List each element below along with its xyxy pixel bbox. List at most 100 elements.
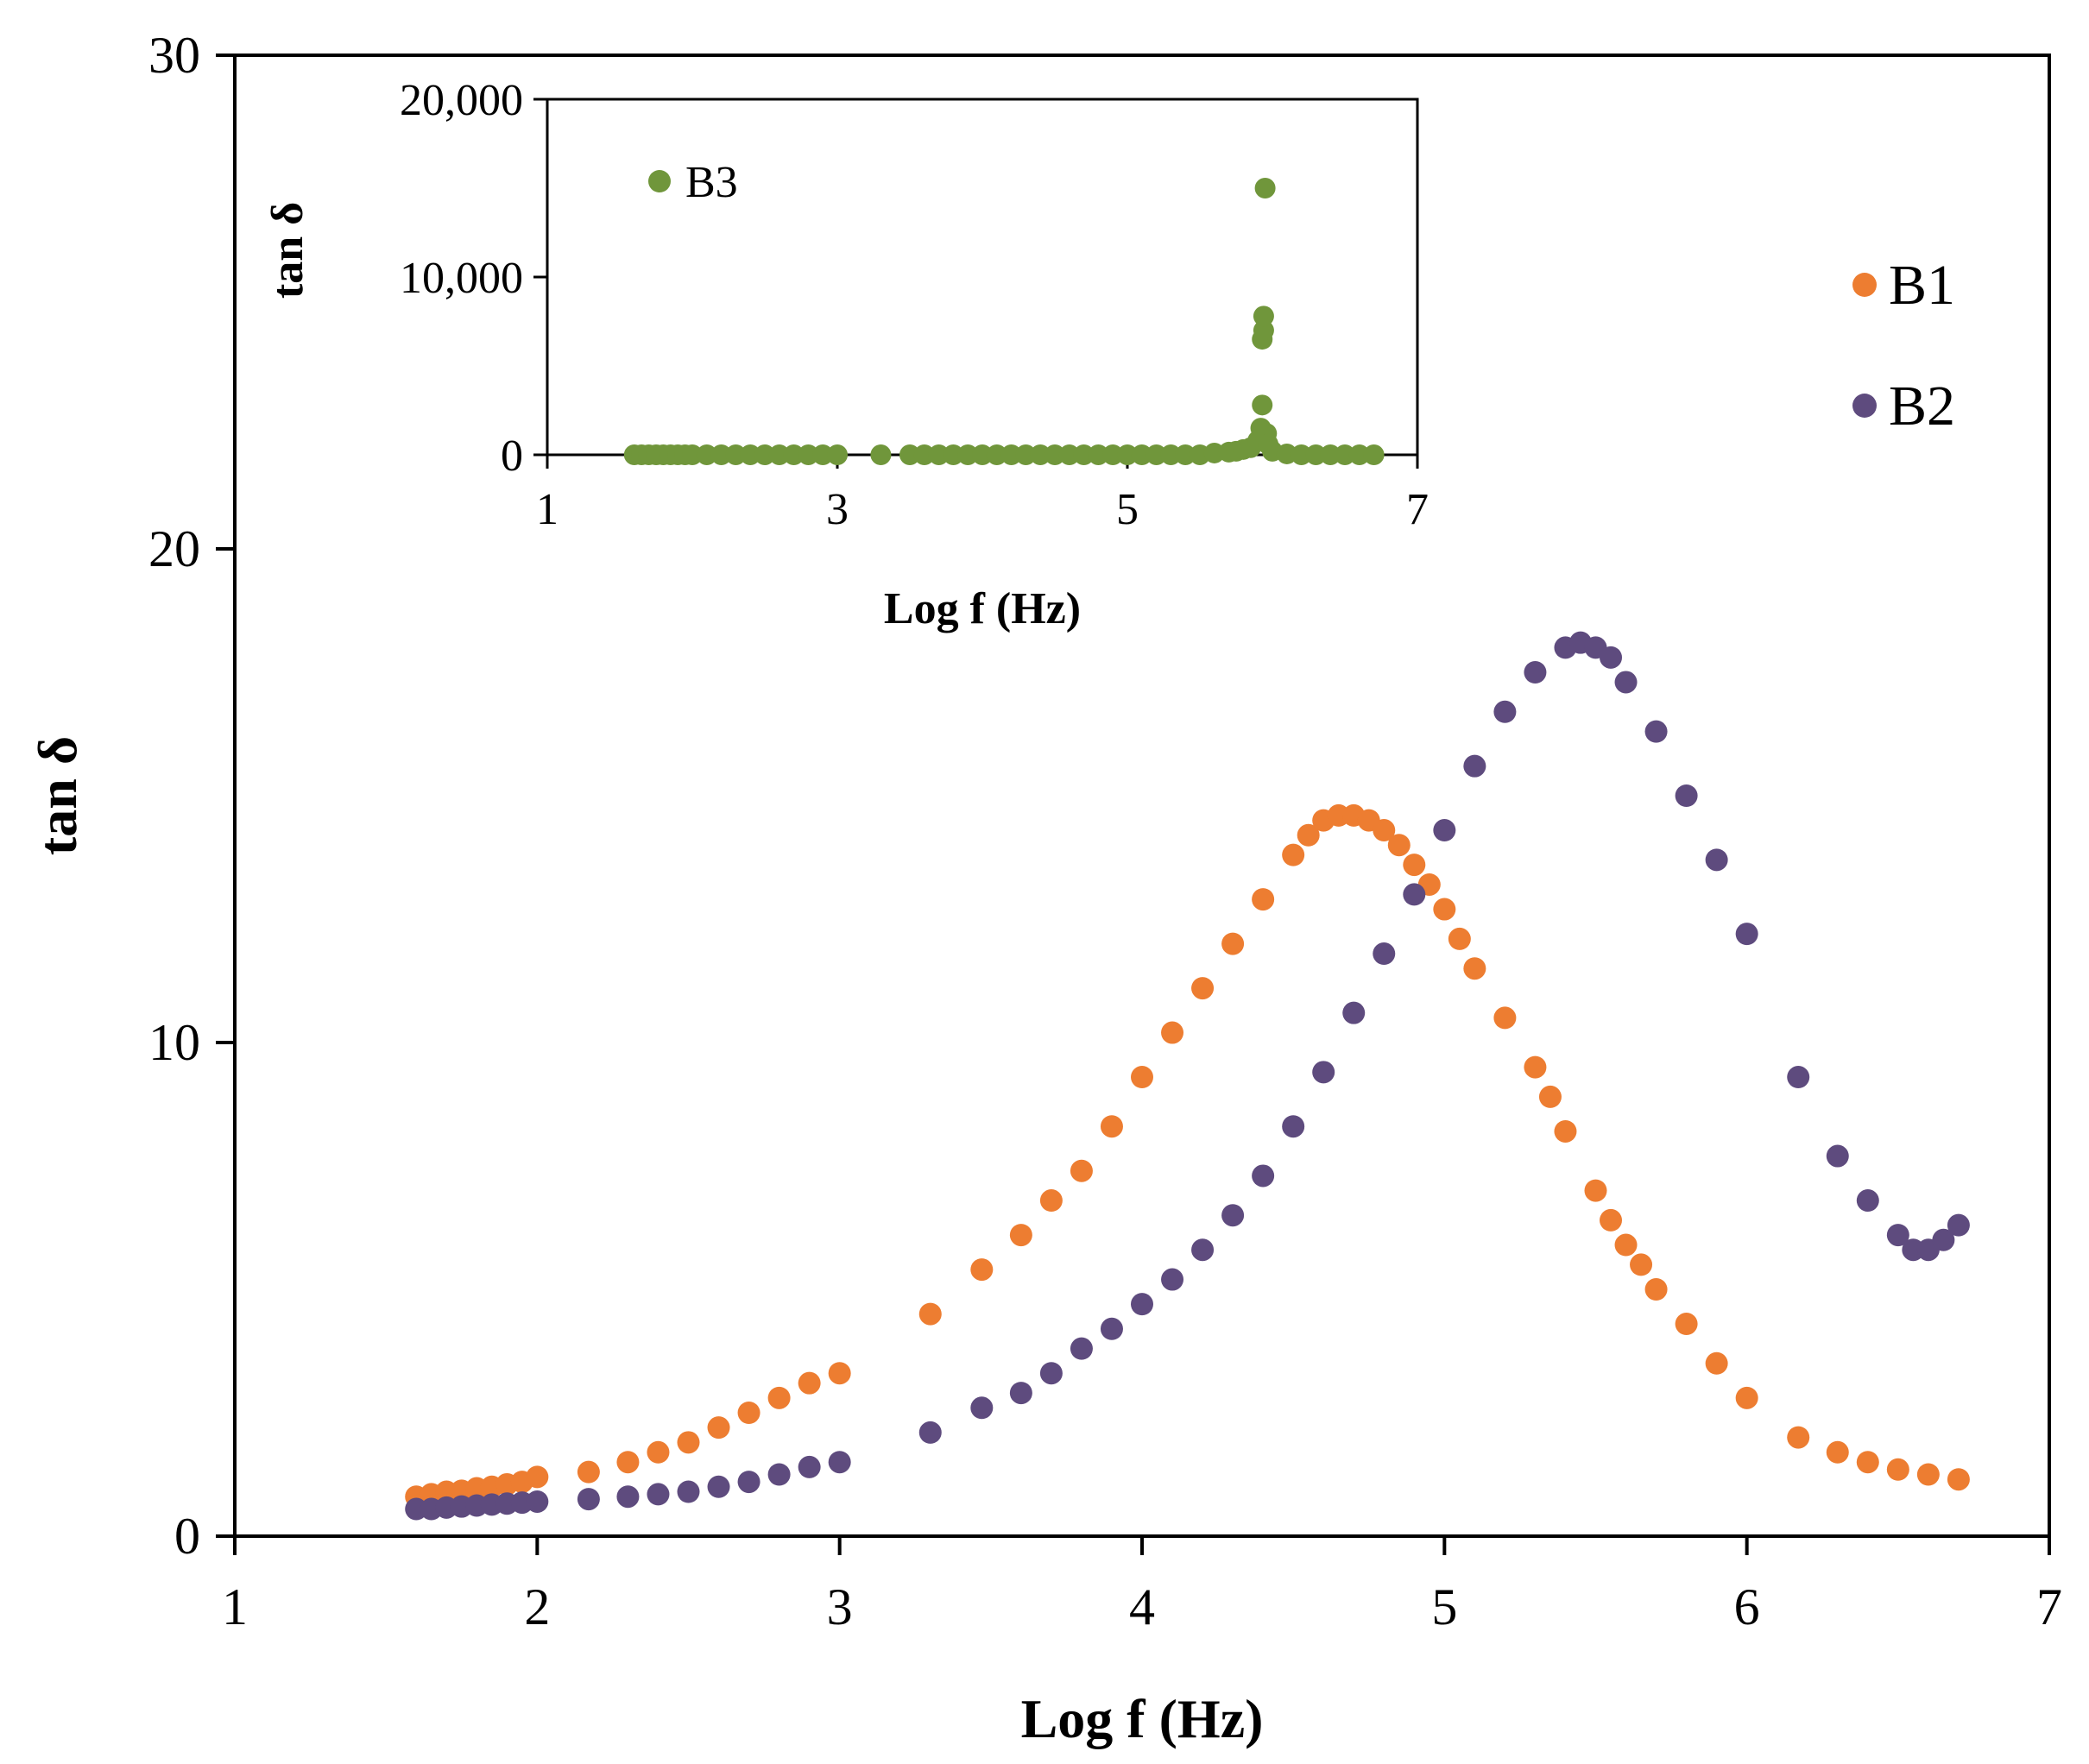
series-b2-point: [1463, 754, 1486, 778]
series-b2-point: [1312, 1061, 1335, 1084]
main-x-tick-label: 3: [827, 1578, 853, 1635]
series-b1-point: [1221, 932, 1245, 955]
series-b3-point: [1291, 444, 1312, 465]
series-b1-point: [647, 1440, 670, 1464]
series-b1-point: [1039, 1189, 1063, 1213]
legend-marker-b3: [648, 170, 671, 192]
series-b2-point: [1614, 671, 1638, 694]
series-b1-point: [767, 1386, 791, 1409]
series-b1-point: [1600, 1208, 1623, 1232]
main-x-tick-label: 1: [222, 1578, 248, 1635]
series-b3-point: [957, 444, 979, 465]
series-b2-point: [1373, 942, 1396, 966]
series-b2-point: [1493, 700, 1517, 723]
series-b3-point: [1252, 394, 1273, 416]
series-b1-point: [1675, 1313, 1698, 1336]
series-b3-point: [710, 444, 732, 465]
inset-x-tick-labels: 1 3 5 7: [536, 485, 1429, 534]
series-b1-point: [616, 1451, 640, 1474]
series-b1-point: [798, 1371, 821, 1395]
series-b2-point: [1161, 1268, 1184, 1291]
main-x-tick-label: 5: [1431, 1578, 1457, 1635]
series-b1-point: [1448, 927, 1471, 950]
main-y-tick-labels: 0 10 20 30: [148, 27, 200, 1565]
series-b1-point: [1916, 1463, 1940, 1486]
series-b3-point: [1363, 444, 1385, 465]
series-b3-point: [827, 444, 848, 465]
main-axis-ticks: [216, 54, 2051, 1555]
series-b2-point: [1403, 883, 1426, 906]
series-b2-point: [1947, 1213, 1970, 1237]
series-b3-point: [1044, 444, 1065, 465]
series-b2-point: [1039, 1362, 1063, 1385]
inset-x-axis-title: Log f (Hz): [884, 584, 1081, 633]
series-b1-point: [526, 1465, 549, 1489]
series-b1-point: [1886, 1458, 1909, 1481]
series-b3-point: [1058, 444, 1080, 465]
series-b3-point: [740, 444, 761, 465]
inset-x-tick-label: 5: [1116, 485, 1139, 534]
series-b3-point: [1015, 444, 1037, 465]
series-b3-point: [1088, 444, 1109, 465]
series-b2-point: [1342, 1001, 1366, 1024]
series-b1-point: [1705, 1351, 1728, 1375]
series-b3-point: [1030, 444, 1051, 465]
series-b3-point: [1160, 444, 1182, 465]
main-x-tick-label: 6: [1734, 1578, 1760, 1635]
series-b2-point: [526, 1490, 549, 1513]
series-b1-point: [970, 1258, 994, 1282]
series-b3-point: [812, 444, 834, 465]
inset-y-tick-label: 20,000: [400, 76, 523, 125]
series-b1-point: [1735, 1386, 1758, 1409]
series-b1-point: [1297, 823, 1320, 847]
series-b2-point: [1131, 1293, 1153, 1316]
legend-marker-b1: [1852, 273, 1877, 297]
series-b3-point: [1175, 444, 1196, 465]
series-b3-point: [928, 444, 950, 465]
series-b1-point: [1644, 1278, 1668, 1301]
series-b3-point: [783, 444, 805, 465]
inset-plot: 1 3 5 7 0 10,000 20,000 Log f (Hz) tan δ B3: [263, 76, 1429, 633]
inset-y-tick-label: 0: [501, 432, 523, 481]
series-b1-point: [1554, 1119, 1577, 1143]
series-b2-point: [616, 1485, 640, 1509]
series-b2-point: [1009, 1382, 1032, 1405]
series-b2-point: [1070, 1337, 1093, 1360]
legend-marker-b2: [1852, 394, 1877, 418]
series-b3-point: [754, 444, 775, 465]
inset-y-axis-title: tan δ: [263, 202, 312, 299]
series-b1-point: [707, 1416, 730, 1440]
series-b1-point: [677, 1431, 700, 1454]
series-b3-point: [1102, 444, 1124, 465]
series-b2-point: [647, 1483, 670, 1506]
series-b3-point: [696, 444, 717, 465]
legend-label-b3: B3: [685, 158, 738, 207]
series-b2-point: [1705, 848, 1728, 872]
series-b1-point: [918, 1302, 942, 1326]
series-b3-point: [1000, 444, 1022, 465]
series-b2-point: [1675, 784, 1698, 807]
main-data-points: [405, 631, 1970, 1521]
series-b2-point: [1100, 1317, 1123, 1340]
series-b2-point: [1787, 1066, 1810, 1089]
series-b3-point: [870, 444, 892, 465]
series-b2-point: [677, 1480, 700, 1503]
series-b1-point: [1191, 977, 1215, 1000]
inset-plot-frame: [546, 98, 1419, 457]
series-b1-point: [1463, 957, 1486, 980]
main-y-axis-title: tan δ: [27, 736, 88, 855]
series-b1-point: [1630, 1253, 1653, 1276]
series-b1-point: [737, 1402, 760, 1424]
series-b2-point: [1221, 1204, 1245, 1227]
series-b3-point: [943, 444, 964, 465]
main-x-tick-label: 4: [1129, 1578, 1155, 1635]
main-x-tick-labels: 1 2 3 4 5 6 7: [222, 1578, 2062, 1635]
series-b3-point: [1335, 444, 1355, 465]
series-b2-point: [1282, 1115, 1305, 1138]
series-b3-point: [1073, 444, 1095, 465]
series-b1-point: [1070, 1159, 1093, 1182]
series-b2-point: [1856, 1189, 1879, 1213]
inset-legend: B3: [648, 158, 738, 207]
